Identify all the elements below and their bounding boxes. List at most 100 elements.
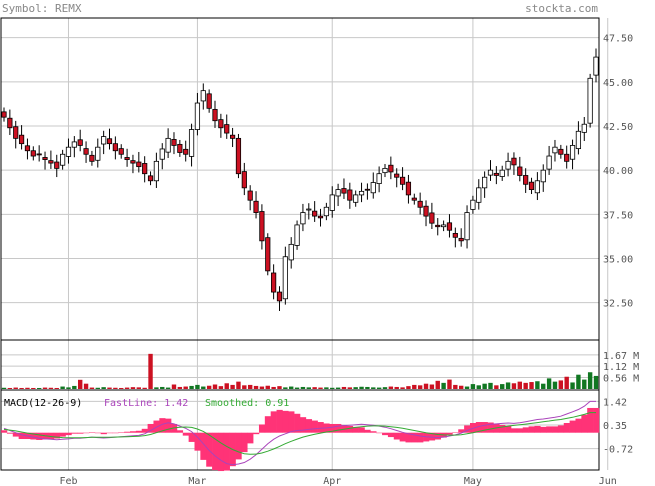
volume-bar (42, 387, 48, 389)
volume-bar (587, 372, 593, 389)
candle-body (429, 212, 435, 224)
candle-body (317, 215, 324, 219)
volume-bar (247, 384, 253, 389)
volume-bar (271, 386, 276, 389)
price-tick-label: 42.50 (603, 122, 633, 133)
candle (399, 167, 406, 191)
volume-bar (382, 387, 388, 389)
candle (71, 136, 77, 158)
macd-histogram-bar (399, 432, 406, 442)
candle (42, 151, 48, 170)
candle (142, 156, 148, 183)
volume-bar (441, 382, 446, 389)
candle (13, 120, 19, 149)
volume-bar (230, 384, 235, 389)
macd-histogram-bar (130, 431, 137, 433)
volume-bar (1, 387, 7, 389)
candle (417, 192, 423, 215)
candle-body (523, 175, 529, 185)
volume-bar (136, 387, 142, 389)
candle-body (265, 237, 271, 272)
macd-histogram-bar (546, 426, 553, 433)
macd-tick-label: -0.72 (603, 445, 633, 456)
candle (247, 185, 253, 211)
candle (487, 160, 494, 181)
candle (95, 138, 101, 168)
volume-bar (89, 387, 95, 389)
volume-bar (19, 387, 24, 389)
candle (517, 156, 523, 182)
candle (482, 171, 488, 198)
month-label: Feb (59, 476, 77, 486)
macd-histogram-bar (159, 418, 166, 433)
candle (470, 195, 476, 214)
macd-histogram-bar (147, 423, 154, 433)
candle (7, 109, 13, 136)
candle-body (493, 172, 499, 176)
candle-body (464, 212, 470, 241)
macd-histogram-bar (382, 432, 389, 436)
candle-body (323, 206, 329, 217)
candle (276, 286, 283, 311)
candle-body (54, 161, 60, 169)
candle-body (364, 188, 371, 191)
candle (575, 121, 582, 155)
volume-bar (171, 384, 177, 389)
volume-bar (406, 386, 411, 389)
candle (593, 48, 599, 83)
volume-bar (201, 386, 206, 389)
volume-bar (435, 380, 440, 389)
candle-body (188, 129, 195, 157)
candle (335, 183, 341, 207)
candle (171, 132, 177, 155)
candle-body (458, 237, 464, 242)
macd-histogram-bar (282, 410, 289, 433)
candle-body (194, 102, 201, 130)
candle (200, 83, 206, 110)
volume-bar (107, 387, 112, 389)
macd-lines (3, 400, 596, 466)
volume-bar (218, 386, 224, 389)
volume-tick-label: 1.12 M (603, 362, 639, 373)
candle (540, 164, 546, 192)
volume-bar (564, 376, 569, 389)
candle-body (511, 157, 517, 166)
volume-bar (535, 381, 540, 389)
macd-histogram-bar (12, 432, 19, 437)
macd-smooth-line (3, 412, 596, 455)
candle-body (136, 161, 142, 168)
candle-body (124, 157, 130, 160)
macd-histogram-bar (135, 430, 143, 433)
volume-bar (505, 382, 511, 389)
candle-body (435, 224, 441, 228)
macd-histogram-bar (188, 432, 195, 442)
volume-bar (113, 387, 118, 389)
candle (130, 154, 136, 174)
candle (136, 151, 142, 173)
macd-histogram-bar (118, 432, 125, 433)
macd-histogram-bar (487, 422, 494, 433)
brand-label[interactable]: stockta.com (525, 2, 598, 15)
volume-bar (54, 387, 59, 389)
candle (194, 92, 201, 136)
volume-bar (423, 383, 429, 389)
volume-bar (7, 387, 13, 389)
candle-body (165, 137, 171, 153)
volume-bar (306, 387, 311, 389)
macd-histogram-bar (270, 411, 277, 433)
volume-bar (189, 385, 194, 389)
volume-bar (347, 387, 353, 389)
month-label: May (464, 476, 482, 486)
macd-histogram-bar (458, 429, 465, 433)
candle (317, 208, 324, 227)
volume-bar (453, 384, 458, 389)
candle-body (1, 111, 7, 118)
macd-tick-label: 1.42 (603, 397, 627, 408)
volume-bars (1, 353, 599, 389)
candle-body (405, 181, 412, 196)
macd-histogram-bar (575, 418, 582, 433)
volume-bar (66, 387, 71, 389)
volume-bar (148, 353, 153, 389)
candle (101, 130, 107, 155)
